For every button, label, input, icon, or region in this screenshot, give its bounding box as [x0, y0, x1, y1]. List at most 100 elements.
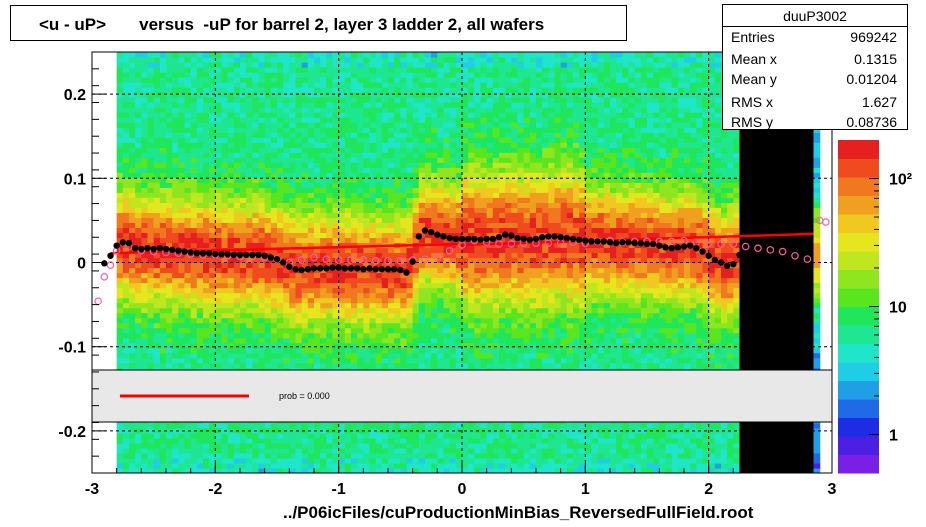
profile-black-point	[798, 0, 804, 3]
profile-pink-point	[754, 244, 762, 252]
profile-black-point	[273, 255, 281, 263]
profile-black-point	[347, 265, 355, 272]
y-tick-label: -0.2	[58, 424, 86, 441]
profile-pink-point	[544, 239, 553, 247]
profile-black-point	[267, 254, 275, 261]
profile-black-point	[452, 235, 460, 243]
profile-black-point	[588, 238, 595, 245]
color-scale-step	[838, 288, 879, 307]
stats-value: 1.627	[861, 94, 897, 110]
profile-black-point	[526, 236, 534, 243]
color-scale-step	[838, 232, 879, 252]
profile-pink-point	[717, 240, 725, 248]
color-scale-label: 1	[889, 427, 898, 444]
profile-black-point	[199, 250, 207, 257]
profile-black-point	[736, 251, 743, 259]
profile-black-point	[409, 258, 416, 265]
profile-black-point	[292, 266, 299, 273]
profile-black-point	[242, 251, 250, 259]
profile-pink-point	[495, 240, 503, 248]
profile-black-point	[730, 260, 737, 268]
profile-black-point	[569, 235, 577, 243]
profile-black-point	[421, 227, 429, 234]
profile-black-point	[175, 247, 182, 254]
profile-black-point	[446, 234, 453, 242]
profile-black-point	[693, 244, 700, 252]
color-scale-label: 10	[889, 300, 907, 317]
stats-key: Entries	[731, 29, 775, 45]
profile-black-point	[366, 265, 373, 272]
stats-value: 0.1315	[854, 51, 897, 67]
profile-black-point	[501, 231, 509, 238]
profile-black-point	[403, 269, 410, 276]
stats-box: duuP3002 Entries 969242 Mean x 0.1315 Me…	[722, 4, 908, 130]
profile-black-point	[742, 0, 748, 3]
source-file-label: ../P06icFiles/cuProductionMinBias_Revers…	[283, 503, 754, 522]
profile-black-point	[551, 233, 558, 240]
profile-black-point	[286, 263, 293, 270]
profile-black-point	[335, 264, 342, 271]
color-scale-step	[838, 251, 879, 270]
profile-black-point	[131, 244, 139, 252]
profile-black-point	[662, 244, 669, 251]
y-tick-label: 0	[77, 256, 86, 273]
color-scale-step	[838, 325, 879, 344]
profile-black-point	[471, 235, 478, 243]
profile-pink-point	[396, 257, 405, 265]
profile-pink-point	[803, 255, 812, 263]
profile-black-point	[304, 266, 312, 273]
profile-black-point	[761, 0, 767, 3]
x-tick-label: 2	[704, 481, 713, 498]
stats-value: 0.08736	[846, 114, 897, 130]
stats-row-mean-x: Mean x 0.1315	[731, 51, 897, 69]
profile-pink-point	[297, 256, 306, 264]
profile-black-point	[649, 240, 657, 248]
color-scale-step	[838, 214, 879, 233]
stats-row-rms-y: RMS y 0.08736	[731, 114, 897, 132]
profile-black-point	[508, 232, 515, 239]
profile-black-point	[489, 235, 497, 243]
profile-pink-point	[310, 253, 318, 262]
profile-black-point	[107, 252, 114, 259]
plot-area: prob = 0.000 -3 -2 -1 0 1 2 3 -0.2 -0.1 0 0.1 0.2	[58, 0, 837, 498]
profile-pink-point	[347, 256, 355, 264]
profile-black-point	[483, 235, 490, 243]
profile-black-point	[600, 238, 608, 245]
profile-black-point	[594, 238, 601, 245]
fit-legend-label: prob = 0.000	[279, 391, 330, 401]
profile-black-point	[298, 266, 305, 274]
color-scale-step	[838, 417, 879, 437]
profile-pink-point	[741, 242, 750, 251]
chart-title: <u - uP> versus -uP for barrel 2, layer …	[39, 15, 545, 34]
profile-black-point	[360, 266, 367, 273]
profile-black-point	[162, 245, 170, 253]
profile-black-point	[612, 239, 620, 247]
color-scale-step	[838, 454, 879, 474]
color-scale-step	[838, 195, 879, 215]
profile-black-point	[773, 0, 779, 3]
profile-black-point	[711, 256, 719, 264]
profile-black-point	[810, 0, 816, 3]
color-scale-step	[838, 177, 879, 196]
profile-black-point	[125, 239, 133, 247]
stats-value: 969242	[850, 29, 897, 45]
stats-histogram-name: duuP3002	[783, 8, 847, 24]
profile-black-point	[316, 265, 324, 272]
profile-black-point	[495, 234, 503, 241]
profile-black-point	[686, 242, 694, 249]
profile-black-point	[249, 251, 256, 259]
x-tick-label: -3	[85, 481, 99, 498]
profile-black-point	[390, 266, 398, 273]
profile-black-point	[656, 242, 663, 249]
profile-black-point	[668, 244, 675, 252]
profile-black-point	[255, 251, 262, 259]
y-tick-label: 0.1	[64, 171, 86, 188]
profile-black-point	[353, 265, 361, 272]
profile-black-point	[717, 259, 725, 266]
profile-black-point	[205, 250, 213, 257]
profile-black-point	[779, 0, 785, 3]
profile-pink-point	[421, 255, 429, 263]
profile-black-point	[224, 250, 231, 258]
y-tick-label: -0.1	[58, 340, 86, 357]
